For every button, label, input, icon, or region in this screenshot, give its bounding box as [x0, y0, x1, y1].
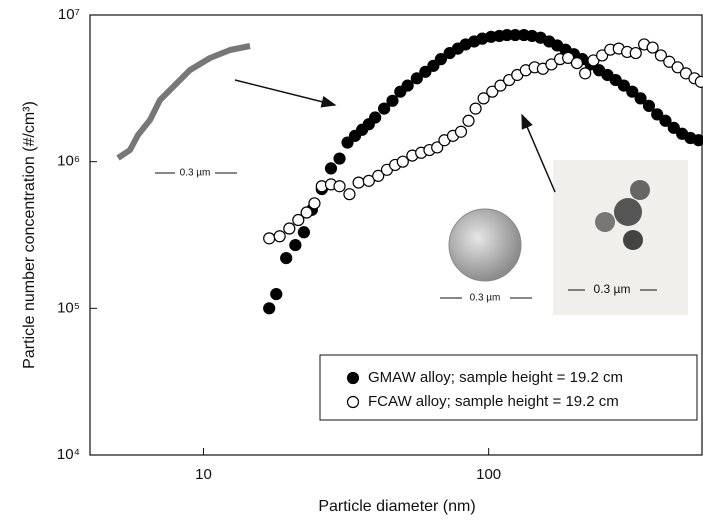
data-point: [617, 79, 630, 92]
data-point: [596, 49, 609, 62]
data-point: [401, 79, 414, 92]
data-point: [431, 141, 444, 154]
chain-image: [116, 43, 251, 161]
data-point: [562, 51, 575, 64]
legend-label: FCAW alloy; sample height = 19.2 cm: [368, 393, 619, 410]
data-point: [369, 111, 382, 124]
data-point: [324, 162, 338, 175]
scale-label: 0.3 µm: [470, 293, 501, 304]
data-point: [341, 136, 354, 149]
x-axis-label: Particle diameter (nm): [318, 498, 475, 515]
data-point: [494, 79, 507, 92]
data-point: [654, 49, 668, 62]
data-point: [352, 176, 365, 189]
arrow: [234, 79, 337, 108]
sphere-image: [448, 208, 522, 282]
data-point: [642, 99, 656, 113]
data-point: [454, 125, 468, 138]
data-point: [692, 134, 703, 147]
y-tick-label: 10⁶: [57, 153, 80, 170]
data-point: [579, 67, 592, 80]
data-point: [308, 197, 321, 210]
data-point: [273, 230, 286, 243]
data-point: [694, 75, 703, 88]
data-point: [372, 169, 385, 182]
data-point: [667, 121, 680, 134]
data-point: [362, 174, 375, 187]
agglomerate-image: [614, 198, 642, 226]
data-point: [343, 188, 356, 201]
x-tick-label: 10: [195, 466, 212, 483]
data-point: [283, 222, 296, 235]
agglomerate-image: [630, 180, 650, 200]
plot-frame: [89, 14, 703, 456]
arrow: [521, 113, 556, 193]
data-point: [263, 302, 276, 315]
data-point: [659, 114, 672, 127]
x-tick-label: 100: [476, 466, 501, 483]
data-point: [663, 55, 676, 68]
scale-label: 0.3 µm: [594, 282, 631, 296]
data-point: [289, 238, 302, 252]
data-point: [396, 155, 409, 168]
y-tick-label: 10⁴: [57, 446, 80, 463]
data-point: [462, 114, 475, 127]
y-axis-label: Particle number concentration (#/cm³): [21, 101, 38, 369]
data-point: [333, 180, 346, 193]
data-point: [434, 53, 447, 66]
data-point: [333, 152, 346, 165]
data-point: [651, 108, 664, 121]
data-point: [477, 92, 490, 105]
legend-label: GMAW alloy; sample height = 19.2 cm: [368, 369, 623, 386]
scale-label: 0.3 µm: [180, 168, 211, 179]
data-point: [671, 61, 684, 74]
agglomerate-image: [595, 212, 615, 232]
data-point: [292, 213, 305, 227]
agglomerate-image: [623, 230, 643, 250]
data-point: [297, 226, 311, 239]
legend-marker: [346, 371, 360, 385]
data-point: [629, 46, 642, 60]
data-point: [386, 94, 399, 107]
data-point: [634, 92, 647, 105]
data-point: [570, 56, 584, 70]
data-point: [646, 41, 659, 54]
data-point: [378, 102, 391, 115]
data-point: [280, 252, 293, 265]
agglomerate-bg: [553, 160, 688, 315]
data-point: [410, 72, 423, 85]
data-point: [270, 288, 283, 301]
data-point: [469, 102, 482, 115]
legend: [319, 354, 698, 421]
data-point: [486, 85, 499, 98]
data-point: [626, 85, 639, 98]
data-point: [427, 59, 440, 72]
data-point: [545, 58, 558, 71]
y-tick-label: 10⁵: [57, 299, 80, 316]
data-point: [263, 232, 276, 245]
legend-marker: [346, 395, 360, 409]
y-tick-label: 10⁷: [58, 6, 80, 23]
data-point: [300, 206, 313, 219]
data-point: [419, 65, 432, 78]
